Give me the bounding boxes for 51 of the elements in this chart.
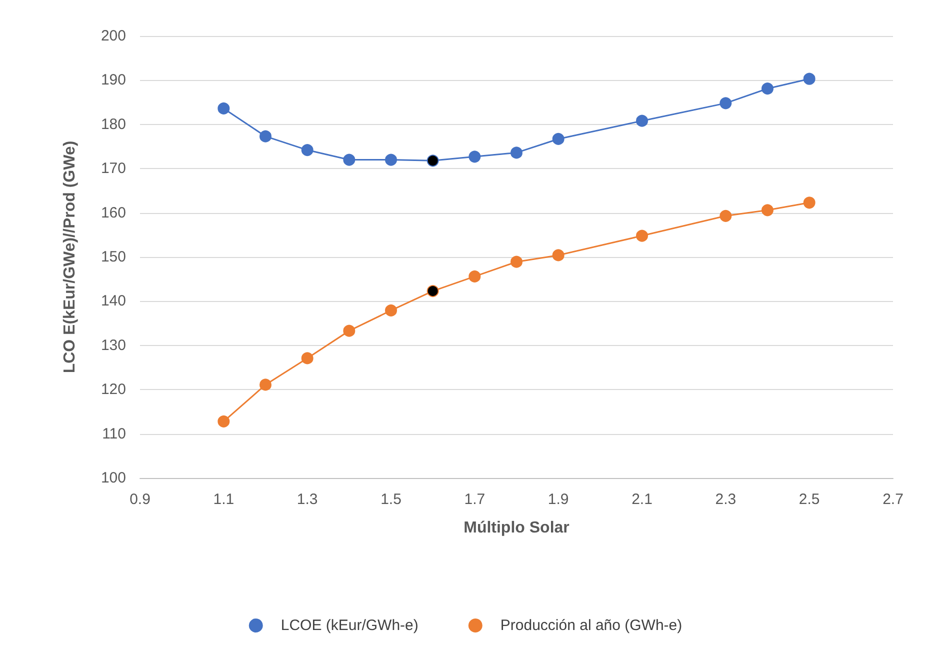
point [385,304,397,316]
x-tick-label: 2.3 [715,491,736,508]
y-tick-label: 150 [100,248,126,266]
x-tick-label: 2.5 [798,491,820,508]
point [301,144,314,156]
point [260,378,272,391]
point [552,249,564,262]
legend-label: Producción al año (GWh-e) [500,617,682,634]
point [218,415,230,428]
point [426,154,439,167]
point [385,154,397,166]
point [762,204,774,216]
point [343,324,356,337]
y-tick-label: 110 [102,425,126,442]
x-tick-label: 1.9 [548,491,569,508]
point [720,97,732,110]
y-tick-label: 180 [100,116,126,133]
point [803,72,816,85]
y-tick-label: 100 [100,470,126,486]
point [218,102,230,114]
x-tick-label: 2.1 [632,491,652,508]
x-tick-label: 1.5 [380,491,402,508]
point [762,82,774,95]
point [343,154,356,166]
point [552,132,564,145]
y-tick-label: 170 [100,160,126,178]
y-tick-label: 190 [100,72,126,89]
y-tick-label: 140 [100,292,126,310]
point [510,256,522,268]
y-tick-label: 130 [100,336,126,354]
x-axis-title: Múltiplo Solar [464,520,570,536]
point [636,114,648,127]
y-tick-label: 200 [100,28,126,44]
x-tick-label: 0.9 [130,491,150,508]
y-tick-label: 160 [100,204,126,222]
point [468,150,481,163]
point [803,196,816,209]
point [720,210,732,222]
point [426,285,439,298]
point [301,352,314,364]
y-axis-title: LCO E(kEur/GWe)//Prod (GWe) [62,140,78,374]
point [468,270,481,282]
point [636,230,648,242]
y-tick-label: 120 [100,381,126,398]
x-tick-label: 2.7 [882,491,904,508]
point [510,146,522,159]
x-tick-label: 1.1 [213,491,234,508]
legend-label: LCOE (kEur/GWh-e) [280,617,418,634]
x-tick-label: 1.7 [464,491,486,508]
point [260,130,272,142]
x-tick-label: 1.3 [296,491,318,508]
